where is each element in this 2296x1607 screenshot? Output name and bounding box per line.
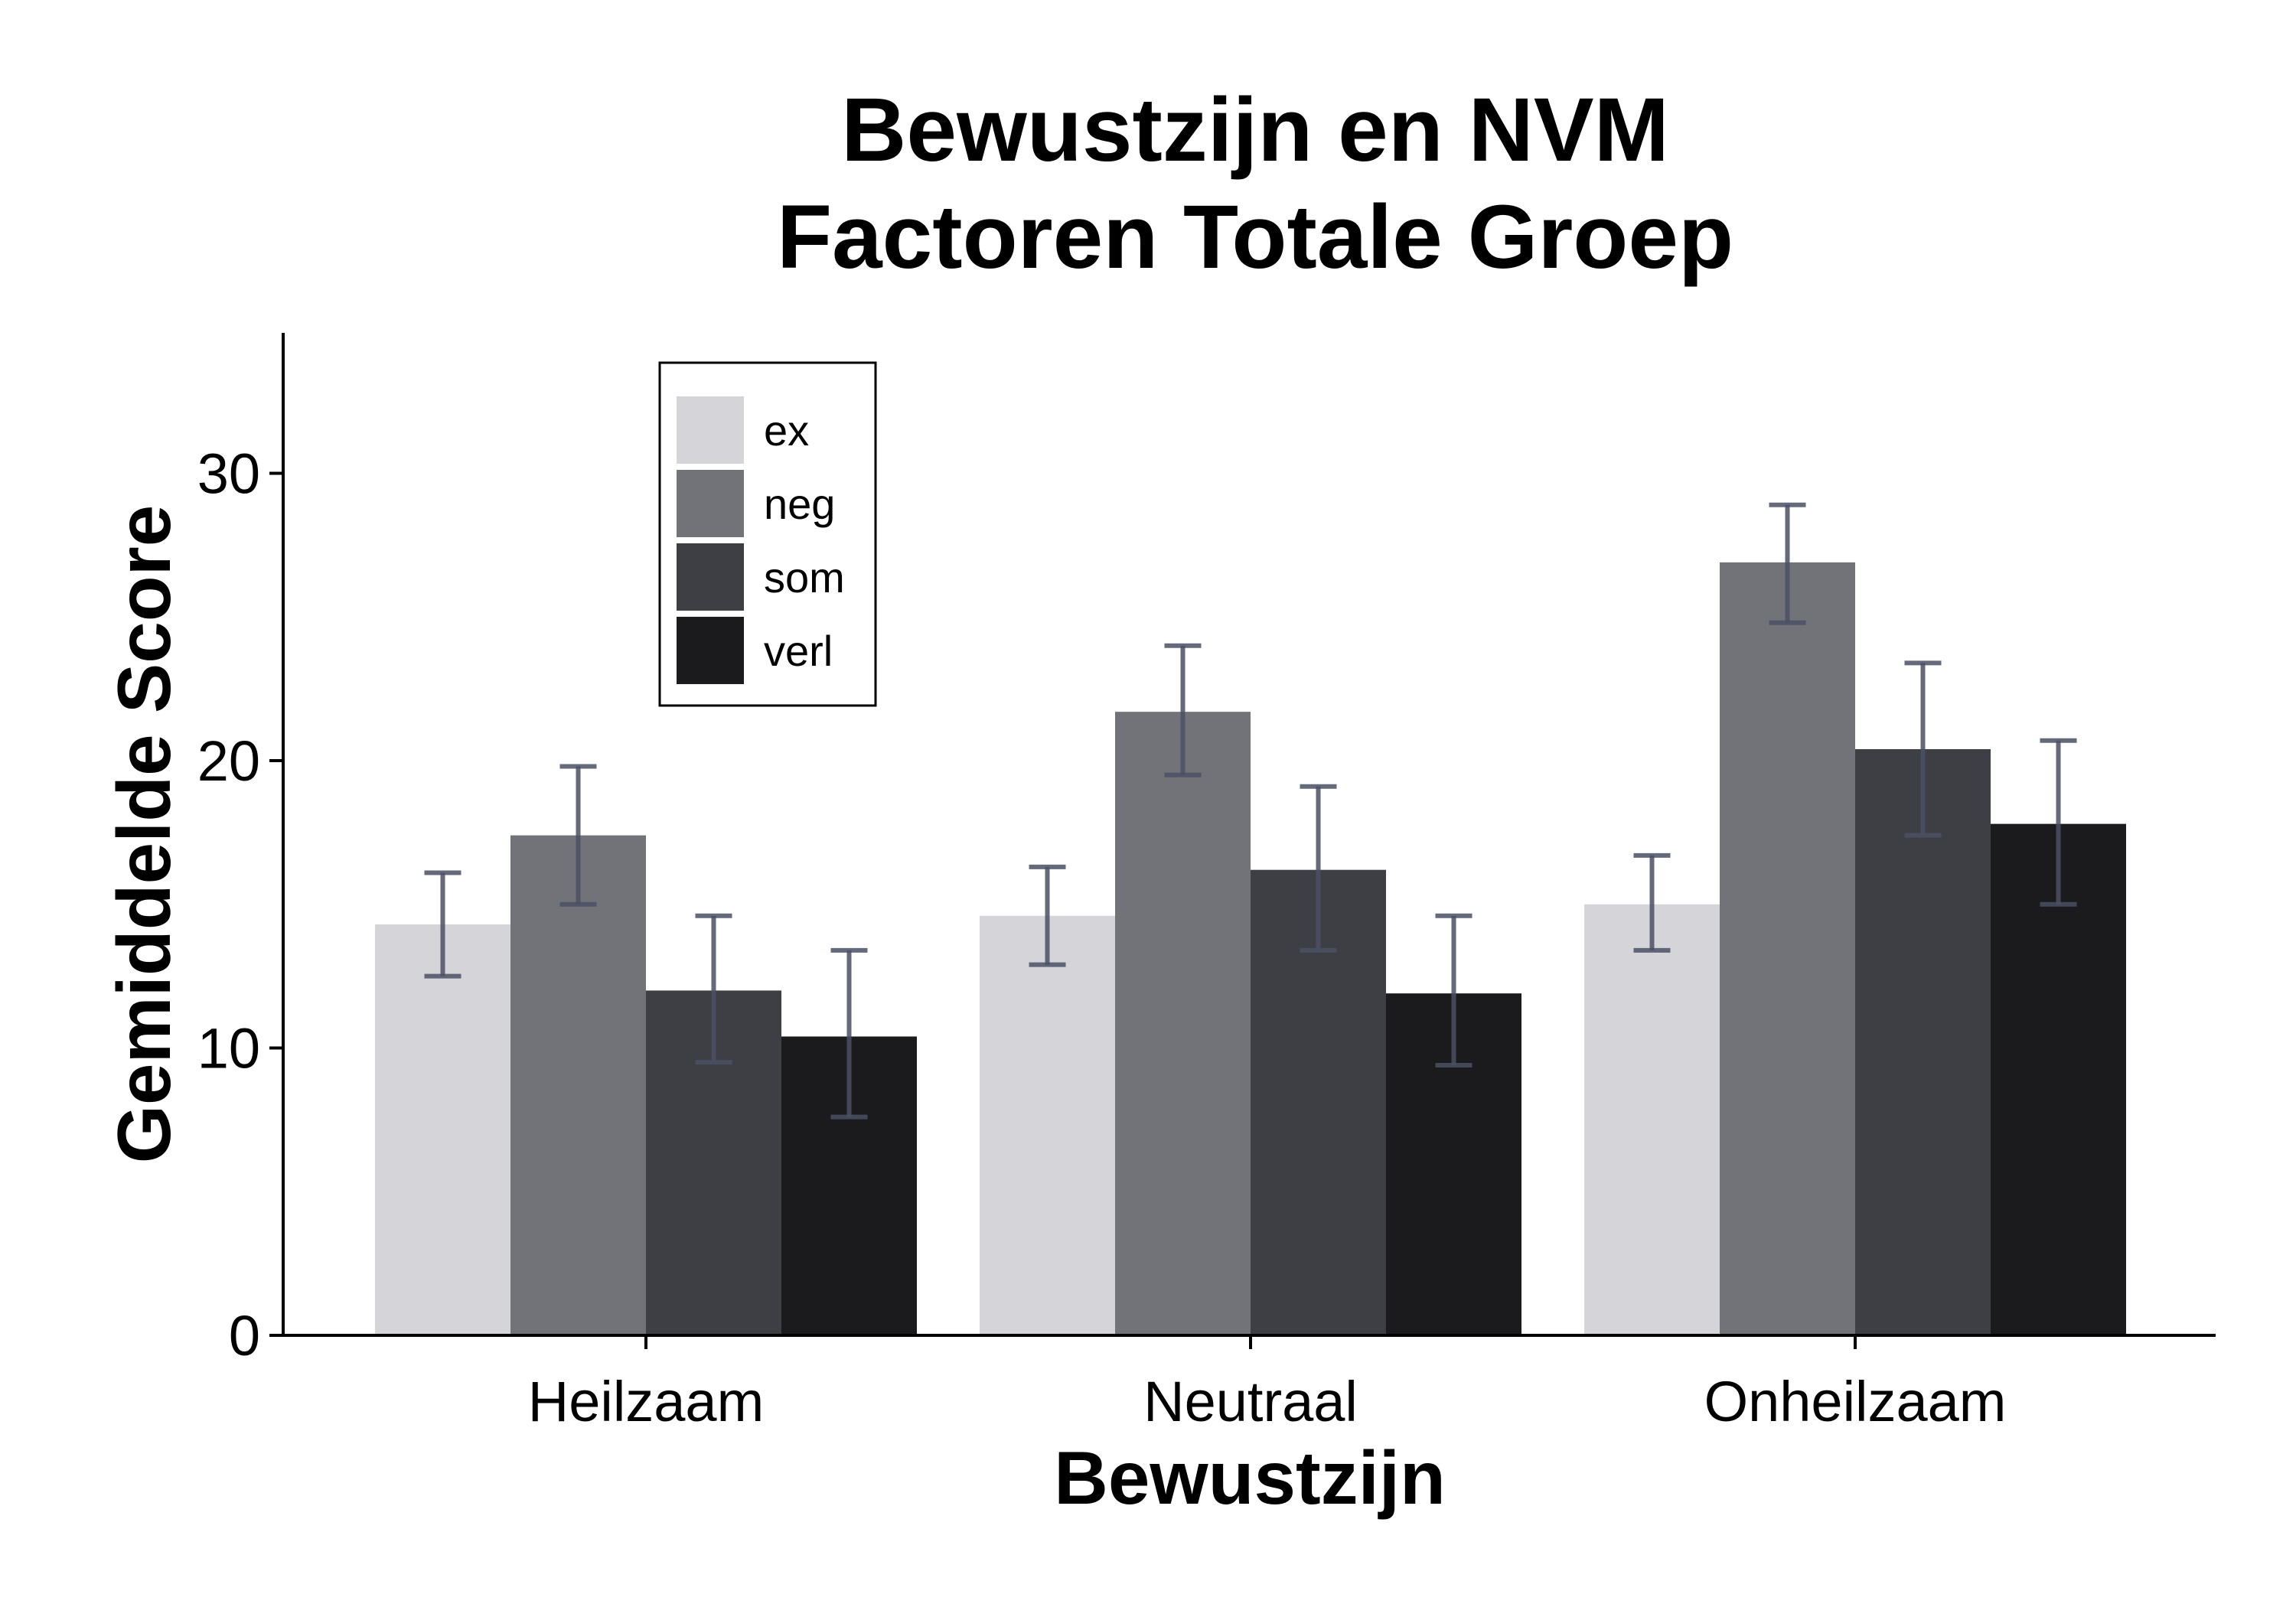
legend-label-som: som	[764, 553, 845, 601]
chart-title: Bewustzijn en NVM Factoren Totale Groep	[777, 80, 1733, 288]
error-bar-neg-0	[559, 764, 597, 907]
bar-som-2	[1855, 748, 1991, 1335]
chart-title-line-2: Factoren Totale Groep	[777, 187, 1733, 288]
bar-neg-1	[1115, 712, 1251, 1335]
y-axis-ticks: 0 10 20 30	[197, 442, 283, 1367]
legend-label-ex: ex	[764, 406, 809, 455]
plot-area	[375, 502, 2126, 1335]
y-axis-title: Gemiddelde Score	[102, 505, 186, 1164]
error-bar-ex-2	[1633, 852, 1671, 953]
bar-ex-0	[375, 924, 510, 1335]
x-tick-label-1: Neutraal	[1143, 1370, 1358, 1433]
bar-neg-0	[510, 835, 646, 1335]
y-tick-label-20: 20	[197, 729, 260, 793]
chart-title-line-1: Bewustzijn en NVM	[841, 80, 1669, 181]
y-tick-label-0: 0	[229, 1304, 260, 1367]
legend-key-som	[677, 543, 744, 611]
y-tick-label-30: 30	[197, 442, 260, 506]
error-bar-som-1	[1300, 784, 1337, 953]
error-bar-verl-2	[2040, 738, 2077, 907]
error-bar-neg-1	[1164, 643, 1202, 777]
bar-ex-1	[980, 915, 1115, 1335]
legend-key-ex	[677, 396, 744, 464]
legend: ex neg som verl	[658, 361, 877, 707]
error-bar-neg-2	[1769, 502, 1806, 625]
error-bar-ex-0	[424, 870, 461, 979]
error-bar-som-0	[695, 913, 732, 1065]
error-bar-verl-1	[1435, 913, 1473, 1068]
bar-verl-2	[1991, 823, 2126, 1335]
legend-key-verl	[677, 617, 744, 684]
error-bar-ex-1	[1029, 864, 1066, 967]
y-tick-label-10: 10	[197, 1017, 260, 1081]
error-bar-som-2	[1904, 660, 1942, 838]
legend-label-neg: neg	[764, 480, 835, 528]
error-bar-verl-0	[830, 947, 868, 1120]
legend-key-neg	[677, 470, 744, 537]
x-axis-title: Bewustzijn	[1054, 1436, 1446, 1520]
x-tick-label-0: Heilzaam	[528, 1370, 764, 1433]
x-tick-label-2: Onheilzaam	[1704, 1370, 2007, 1433]
bar-ex-2	[1584, 904, 1720, 1335]
x-axis-ticks: Heilzaam Neutraal Onheilzaam	[528, 1335, 2007, 1433]
legend-label-verl: verl	[764, 627, 833, 675]
bar-neg-2	[1720, 562, 1855, 1335]
